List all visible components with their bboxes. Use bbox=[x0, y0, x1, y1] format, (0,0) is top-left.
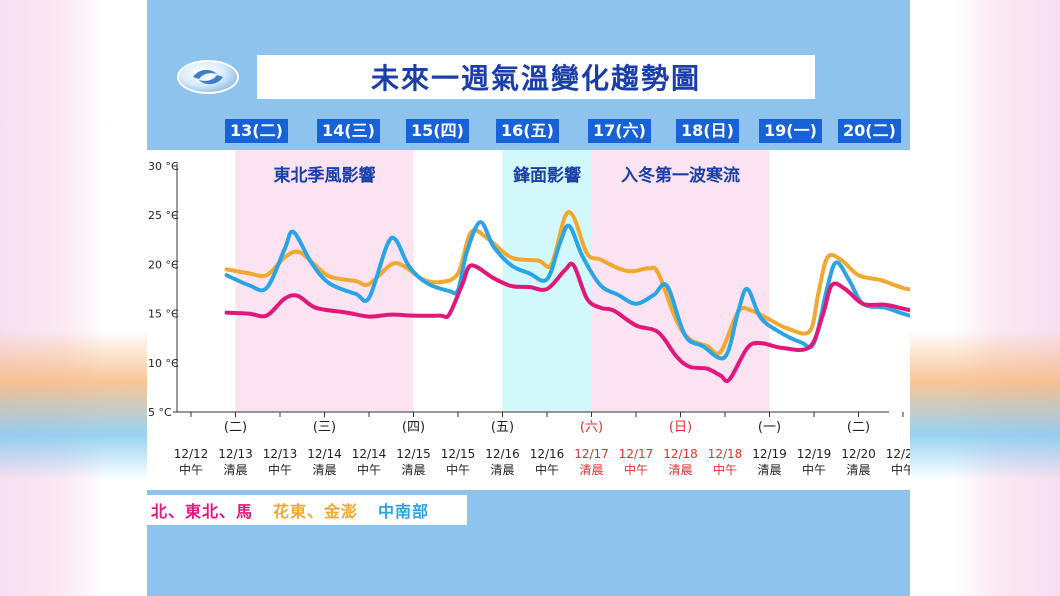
right-decor-band bbox=[910, 330, 1060, 480]
day-label: 15(四) bbox=[406, 119, 469, 143]
y-tick-label: 20 °C bbox=[148, 258, 179, 271]
x-tick-weekday: (五) bbox=[491, 420, 514, 435]
forecast-panel: 未來一週氣溫變化趨勢圖 13(二) 14(三) 15(四) 16(五) 17(六… bbox=[147, 0, 910, 596]
x-tick-date: 12/19 bbox=[797, 447, 832, 461]
chart-area: 東北季風影響 鋒面影響 入冬第一波寒流 30 °C 25 °C 20 °C 15 °C 10 … bbox=[147, 150, 910, 490]
x-tick-time: 中午 bbox=[179, 462, 203, 477]
x-tick-date: 12/16 bbox=[485, 447, 520, 461]
x-tick-time: 中午 bbox=[268, 462, 292, 477]
x-tick-time: 清晨 bbox=[401, 463, 425, 477]
day-label: 16(五) bbox=[496, 119, 559, 143]
x-tick-date: 12/15 bbox=[396, 447, 431, 461]
x-tick-date: 12/17 bbox=[574, 447, 609, 461]
x-tick-date: 12/20 bbox=[886, 447, 910, 461]
day-label: 17(六) bbox=[588, 119, 651, 143]
legend-south: 中南部 bbox=[378, 502, 430, 521]
x-tick-time: 中午 bbox=[446, 462, 470, 477]
x-tick-time: 中午 bbox=[891, 462, 910, 477]
left-decor-band bbox=[0, 330, 147, 480]
y-tick-label: 15 °C bbox=[148, 308, 179, 321]
front-label: 鋒面影響 bbox=[512, 165, 581, 186]
y-tick-label: 30 °C bbox=[148, 160, 179, 173]
day-label: 18(日) bbox=[676, 119, 739, 143]
x-tick-time: 中午 bbox=[802, 462, 826, 477]
series-line-1 bbox=[224, 209, 910, 356]
day-label: 20(二) bbox=[838, 119, 901, 143]
x-tick-date: 12/14 bbox=[307, 447, 342, 461]
cold-surge-band bbox=[591, 150, 770, 412]
y-tick-label: 5 °C bbox=[148, 406, 172, 419]
x-tick-date: 12/20 bbox=[841, 447, 876, 461]
cold-surge-label: 入冬第一波寒流 bbox=[621, 165, 740, 186]
day-label: 13(二) bbox=[225, 119, 288, 143]
x-tick-weekday: (二) bbox=[224, 420, 247, 435]
x-tick-date: 12/15 bbox=[441, 447, 476, 461]
x-tick-date: 12/17 bbox=[619, 447, 654, 461]
x-tick-date: 12/18 bbox=[708, 447, 743, 461]
x-tick-time: 清晨 bbox=[668, 463, 692, 477]
x-tick-time: 中午 bbox=[713, 462, 737, 477]
x-tick-date: 12/16 bbox=[530, 447, 565, 461]
x-tick-time: 清晨 bbox=[757, 463, 781, 477]
x-tick-date: 12/12 bbox=[174, 447, 209, 461]
x-tick-weekday: (日) bbox=[669, 420, 692, 435]
title-box: 未來一週氣溫變化趨勢圖 bbox=[257, 55, 815, 99]
x-tick-weekday: (二) bbox=[847, 420, 870, 435]
x-tick-weekday: (一) bbox=[758, 420, 781, 435]
x-tick-time: 清晨 bbox=[312, 463, 336, 477]
x-tick-time: 中午 bbox=[535, 462, 559, 477]
x-tick-date: 12/13 bbox=[218, 447, 253, 461]
legend-north: 北、東北、馬 bbox=[151, 502, 254, 521]
day-label: 19(一) bbox=[759, 119, 822, 143]
x-tick-time: 清晨 bbox=[490, 463, 514, 477]
x-tick-time: 中午 bbox=[624, 462, 648, 477]
x-tick-date: 12/14 bbox=[352, 447, 387, 461]
legend: 北、東北、馬 花東、金澎 中南部 bbox=[147, 495, 467, 525]
y-tick-label: 25 °C bbox=[148, 209, 179, 222]
x-tick-time: 中午 bbox=[357, 462, 381, 477]
series-line-0 bbox=[224, 261, 910, 384]
x-tick-weekday: (四) bbox=[402, 420, 425, 435]
x-tick-time: 清晨 bbox=[223, 463, 247, 477]
x-tick-date: 12/19 bbox=[752, 447, 787, 461]
x-tick-time: 清晨 bbox=[579, 463, 603, 477]
temperature-chart: 東北季風影響 鋒面影響 入冬第一波寒流 30 °C 25 °C 20 °C 15 °C 10 … bbox=[148, 150, 910, 477]
x-tick-weekday: (三) bbox=[313, 420, 336, 435]
chart-title: 未來一週氣溫變化趨勢圖 bbox=[370, 62, 701, 95]
x-tick-time: 清晨 bbox=[846, 463, 870, 477]
y-tick-label: 10 °C bbox=[148, 357, 179, 370]
cwa-logo-icon bbox=[177, 60, 239, 94]
legend-east: 花東、金澎 bbox=[273, 502, 359, 521]
monsoon-label: 東北季風影響 bbox=[274, 165, 376, 186]
x-tick-date: 12/18 bbox=[663, 447, 698, 461]
day-label: 14(三) bbox=[317, 119, 380, 143]
x-tick-weekday: (六) bbox=[580, 420, 603, 435]
x-tick-date: 12/13 bbox=[263, 447, 298, 461]
